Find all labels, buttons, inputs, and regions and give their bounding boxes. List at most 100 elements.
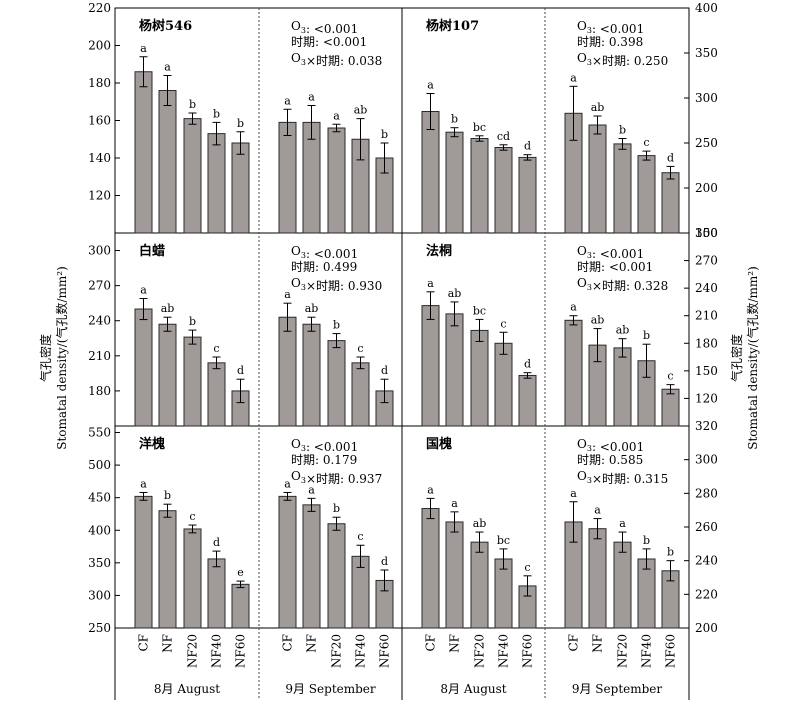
bar: [302, 504, 321, 629]
bar: [421, 305, 440, 427]
significance-letter: ab: [161, 302, 175, 315]
bar: [661, 172, 680, 234]
significance-letter: ab: [591, 101, 605, 114]
species-label: 杨树107: [426, 18, 479, 34]
left-axis-title-cn: 气孔密度: [38, 334, 53, 382]
y-tick-label: 300: [88, 244, 111, 258]
anova-stat: O3: <0.001: [577, 19, 644, 36]
left-y-axis: 120 140 160 180 200 220 180 210 240 270 300 250 300 3…: [88, 1, 120, 635]
species-label: 法桐: [426, 243, 452, 259]
significance-letter: a: [427, 79, 434, 92]
species-label: 国槐: [426, 436, 452, 452]
significance-letter: a: [570, 487, 577, 500]
significance-letter: bc: [473, 121, 486, 134]
significance-letter: a: [427, 277, 434, 290]
significance-letter: b: [619, 124, 626, 137]
bar: [421, 507, 440, 629]
month-labels: 8月 August 9月 September 8月 August 9月 Septemb…: [154, 682, 663, 696]
bar: [351, 362, 370, 427]
y-tick-label: 140: [88, 151, 111, 165]
x-category-label: CF: [567, 634, 581, 652]
significance-letter: b: [189, 315, 196, 328]
significance-letter: ab: [305, 302, 319, 315]
y-tick-label: 120: [88, 189, 111, 203]
significance-letter: c: [213, 342, 219, 355]
x-category-label: NF20: [616, 634, 630, 668]
y-tick-label: 240: [88, 314, 111, 328]
y-tick-label: 180: [88, 76, 111, 90]
anova-stat: O3: <0.001: [577, 244, 644, 261]
significance-letter: b: [643, 329, 650, 342]
x-category-label: CF: [424, 634, 438, 652]
left-axis-title-en: Stomatal density/(气孔数/mm²): [54, 266, 69, 450]
bar: [661, 388, 680, 427]
species-label: 白蜡: [139, 243, 165, 259]
y-tick-label: 220: [695, 587, 718, 601]
y-tick-label: 270: [88, 279, 111, 293]
y-tick-label: 300: [695, 453, 718, 467]
significance-letter: a: [594, 504, 601, 517]
significance-letter: a: [284, 94, 291, 107]
y-tick-label: 210: [88, 349, 111, 363]
x-category-label: NF: [305, 634, 319, 653]
anova-stat: O3: <0.001: [291, 437, 358, 454]
y-tick-label: 180: [88, 384, 111, 398]
significance-letter: e: [237, 566, 244, 579]
anova-stat: O3: <0.001: [577, 437, 644, 454]
right-axis-title-en: Stomatal density/(气孔数/mm²): [745, 266, 760, 450]
bar: [231, 142, 250, 234]
anova-stat: 时期: 0.179: [291, 453, 357, 467]
significance-letter: ab: [354, 104, 368, 117]
bar: [445, 131, 464, 234]
month-label: 9月 September: [285, 682, 376, 696]
x-category-labels: CF NF NF20 NF40 NF60 CF NF NF20 NF40 NF60 CF NF NF20…: [137, 634, 678, 668]
y-tick-label: 320: [695, 419, 718, 433]
bar: [494, 147, 513, 234]
x-category-label: NF40: [354, 634, 368, 668]
right-y-axis: 150 200 250 300 350 400 120 150 180 210 240 270 300 2…: [684, 1, 718, 635]
bar: [278, 316, 297, 427]
significance-letter: c: [524, 561, 530, 574]
y-tick-label: 550: [88, 426, 111, 440]
anova-stat: O3×时期: 0.328: [577, 276, 668, 293]
bar: [134, 495, 153, 629]
bar: [302, 323, 321, 427]
significance-letter: d: [213, 536, 220, 549]
bar: [327, 523, 346, 629]
significance-letter: b: [333, 502, 340, 515]
bar: [158, 510, 177, 629]
x-category-label: NF60: [378, 634, 392, 668]
bar: [134, 71, 153, 234]
significance-letter: b: [667, 546, 674, 559]
x-category-label: CF: [137, 634, 151, 652]
significance-letter: a: [140, 477, 147, 490]
bar: [278, 121, 297, 234]
bar: [637, 155, 656, 234]
significance-letter: bc: [473, 304, 486, 317]
significance-letter: b: [451, 113, 458, 126]
anova-stat: O3: <0.001: [291, 244, 358, 261]
y-tick-label: 200: [695, 181, 718, 195]
significance-letter: b: [237, 117, 244, 130]
significance-letter: b: [333, 319, 340, 332]
y-tick-label: 250: [88, 621, 111, 635]
chart-panel: a ab b c d 白蜡: [134, 243, 250, 427]
x-category-label: NF40: [640, 634, 654, 668]
bar: [445, 313, 464, 427]
x-category-label: NF60: [521, 634, 535, 668]
anova-stat: O3: <0.001: [291, 19, 358, 36]
y-tick-label: 160: [88, 114, 111, 128]
bar: [183, 118, 202, 234]
bar: [158, 323, 177, 427]
significance-letter: c: [643, 136, 649, 149]
significance-letter: d: [237, 364, 244, 377]
chart-panel: a b c d e 洋槐: [134, 436, 250, 629]
y-tick-label: 280: [695, 486, 718, 500]
bar: [327, 127, 346, 234]
significance-letter: a: [308, 91, 315, 104]
anova-stat: O3×时期: 0.250: [577, 51, 668, 68]
